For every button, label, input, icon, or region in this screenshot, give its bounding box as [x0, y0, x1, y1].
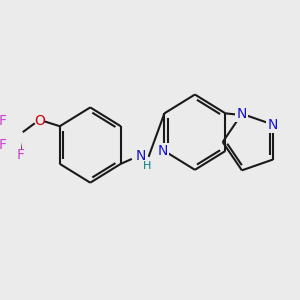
Text: F: F	[17, 148, 25, 162]
Text: N: N	[268, 118, 278, 132]
Text: H: H	[142, 161, 151, 171]
Text: F: F	[0, 138, 6, 152]
Text: N: N	[136, 149, 146, 163]
Text: N: N	[158, 144, 168, 158]
Text: F: F	[0, 114, 6, 128]
Text: N: N	[237, 107, 247, 121]
Text: O: O	[34, 114, 45, 128]
